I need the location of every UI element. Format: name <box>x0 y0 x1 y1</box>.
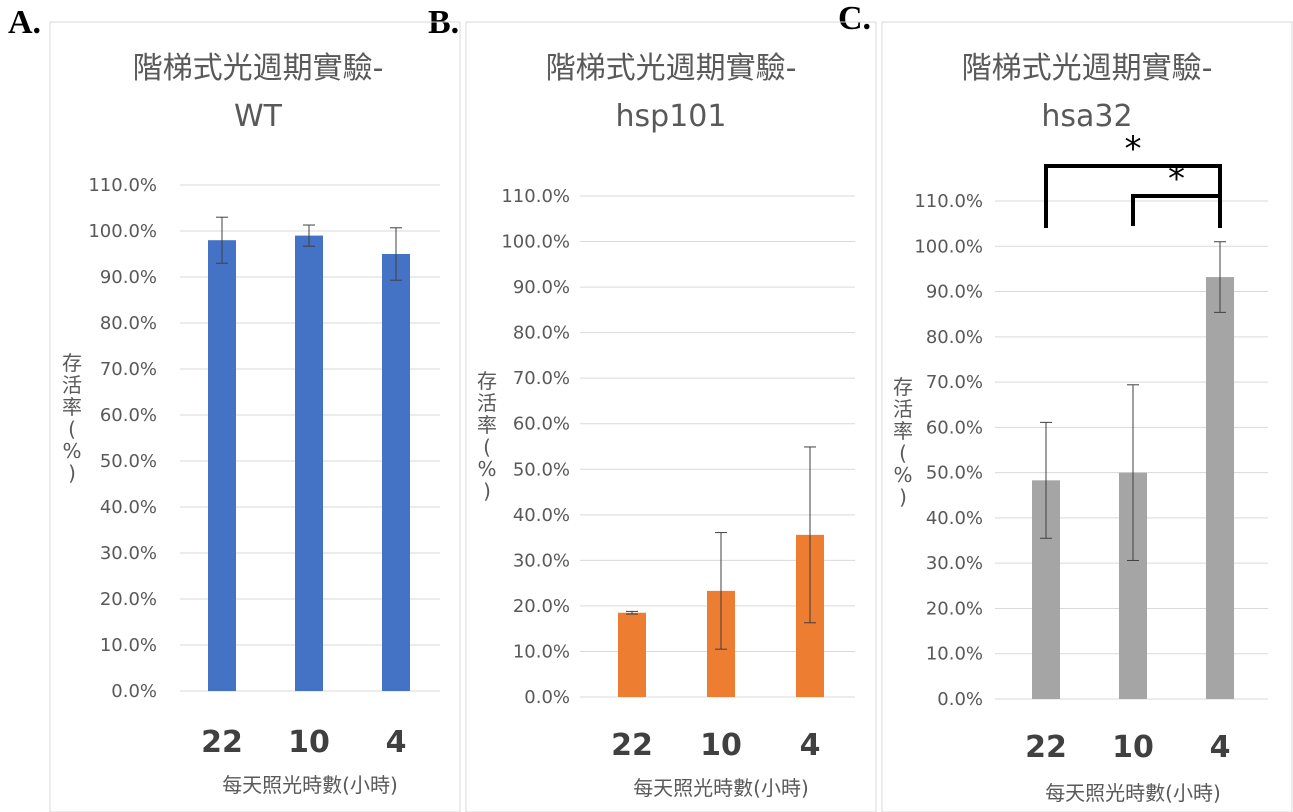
x-axis-label: 每天照光時數(小時) <box>1045 781 1221 805</box>
y-tick-label: 110.0% <box>88 175 157 196</box>
x-category-label: 4 <box>386 725 407 760</box>
x-category-label: 10 <box>288 725 330 760</box>
y-tick-label: 10.0% <box>100 635 157 656</box>
panel-frame-c <box>881 21 1293 812</box>
significance-bracket <box>1131 194 1222 226</box>
chart-c: 0.0% 10.0% 20.0% 30.0% 40.0% 50.0% 60.0% 70.0% 8… <box>893 129 1268 805</box>
x-category-label: 22 <box>201 725 243 760</box>
y-tick-label: 30.0% <box>513 550 570 571</box>
x-category-label: 4 <box>1210 730 1231 765</box>
y-tick-label: 50.0% <box>100 451 157 472</box>
y-tick-label: 70.0% <box>926 372 983 393</box>
y-tick-label: 60.0% <box>926 417 983 438</box>
y-tick-label: 100.0% <box>501 232 570 253</box>
y-tick-label: 70.0% <box>100 359 157 380</box>
chart-b: 0.0% 10.0% 20.0% 30.0% 40.0% 50.0% 60.0% 70.0% 8… <box>477 186 855 800</box>
y-tick-label: 60.0% <box>513 414 570 435</box>
chart-title-a-line1: 階梯式光週期實驗- <box>133 51 384 86</box>
y-tick-label: 100.0% <box>88 221 157 242</box>
y-tick-label: 50.0% <box>926 463 983 484</box>
y-axis-label: 存活率(%) <box>477 369 497 503</box>
y-tick-label: 100.0% <box>914 236 983 257</box>
chart-a: 0.0% 10.0% 20.0% 30.0% 40.0% 50.0% 60.0% 70.0% 8… <box>62 175 440 797</box>
y-tick-label: 60.0% <box>100 405 157 426</box>
y-tick-label: 80.0% <box>100 313 157 334</box>
chart-title-c-line2: hsa32 <box>1041 99 1132 134</box>
y-tick-label: 40.0% <box>926 508 983 529</box>
y-tick-label: 30.0% <box>926 553 983 574</box>
panel-letter-c: C. <box>838 0 872 37</box>
panel-frame-b <box>465 21 877 812</box>
chart-title-b-line2: hsp101 <box>616 99 727 134</box>
y-tick-label: 90.0% <box>926 282 983 303</box>
x-category-label: 10 <box>1112 730 1154 765</box>
y-tick-label: 70.0% <box>513 368 570 389</box>
y-tick-label: 10.0% <box>926 644 983 665</box>
x-category-label: 22 <box>1025 730 1067 765</box>
y-tick-label: 0.0% <box>937 689 983 710</box>
y-tick-label: 90.0% <box>513 277 570 298</box>
y-tick-label: 20.0% <box>100 589 157 610</box>
y-axis-label: 存活率(%) <box>893 375 913 509</box>
bar-10 <box>295 235 323 691</box>
significance-star: * <box>1168 159 1185 199</box>
bar-22 <box>208 240 236 691</box>
y-tick-label: 80.0% <box>926 327 983 348</box>
y-tick-label: 40.0% <box>513 505 570 526</box>
y-tick-label: 40.0% <box>100 497 157 518</box>
y-tick-label: 20.0% <box>513 596 570 617</box>
y-tick-label: 80.0% <box>513 323 570 344</box>
bar-22 <box>618 612 646 697</box>
chart-title-c-line1: 階梯式光週期實驗- <box>962 51 1213 86</box>
x-category-label: 4 <box>800 728 821 763</box>
y-tick-label: 90.0% <box>100 267 157 288</box>
chart-title-a-line2: WT <box>234 99 283 134</box>
x-axis-label: 每天照光時數(小時) <box>633 776 809 800</box>
y-tick-label: 0.0% <box>524 687 570 708</box>
bar-4 <box>1206 277 1234 699</box>
y-tick-label: 20.0% <box>926 598 983 619</box>
chart-title-b-line1: 階梯式光週期實驗- <box>546 51 797 86</box>
x-category-label: 10 <box>700 728 742 763</box>
y-tick-label: 0.0% <box>111 681 157 702</box>
y-tick-label: 10.0% <box>513 641 570 662</box>
y-tick-label: 110.0% <box>501 186 570 207</box>
y-tick-label: 30.0% <box>100 543 157 564</box>
y-tick-label: 50.0% <box>513 459 570 480</box>
x-axis-label: 每天照光時數(小時) <box>222 773 398 797</box>
significance-star: * <box>1125 129 1142 169</box>
y-tick-label: 110.0% <box>914 191 983 212</box>
bar-4 <box>382 254 410 691</box>
x-category-label: 22 <box>611 728 653 763</box>
y-axis-label: 存活率(%) <box>62 351 82 485</box>
panel-frame-a <box>49 21 461 812</box>
panel-letter-a: A. <box>8 4 42 41</box>
